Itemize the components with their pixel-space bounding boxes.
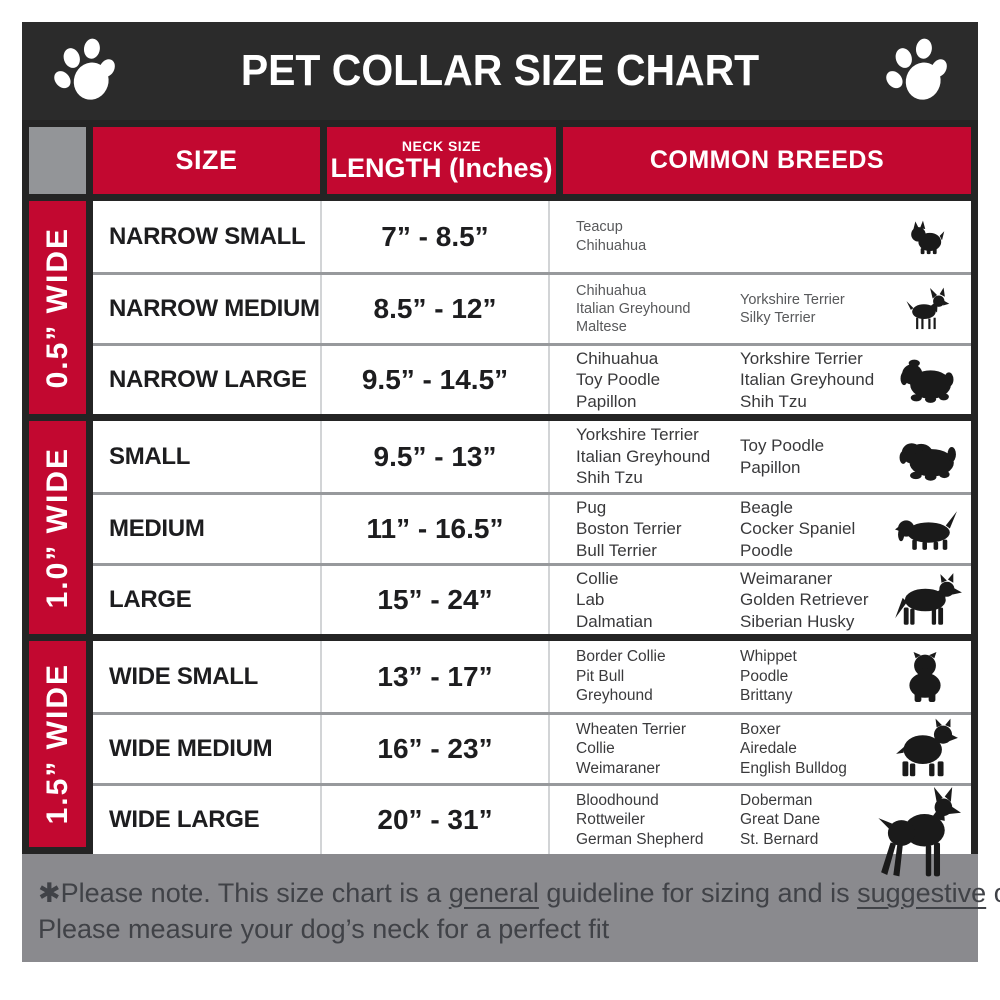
footnote-line-2: Please measure your dog’s neck for a per… [38,913,610,944]
size-cell: SMALL [109,442,191,470]
table-row: NARROW SMALL 7” - 8.5” Teacup Chihuahua [93,201,971,272]
german-shepherd-icon [893,573,963,628]
length-inches-label: LENGTH (Inches) [330,152,553,183]
column-header-neck-size: NECK SIZE LENGTH (Inches) [327,127,556,194]
breeds-cell: Chihuahua Toy Poodle Papillon Yorkshire Te… [550,346,971,414]
paw-icon [880,35,952,107]
page-title: PET COLLAR SIZE CHART [240,46,760,95]
chihuahua-icon [903,286,951,332]
size-cell: NARROW SMALL [109,222,306,250]
width-group-1-0: 1.0” WIDE SMALL 9.5” - 13” Yorkshire Ter… [29,421,971,634]
breeds-col-2: Yorkshire Terrier Silky Terrier [740,291,845,326]
size-cell: WIDE SMALL [109,662,258,690]
footnote-line-1: ✱Please note. This size chart is a gener… [38,878,1000,908]
neck-size-cell: 8.5” - 12” [320,275,550,343]
breeds-cell: Pug Boston Terrier Bull Terrier Beagle Cock… [550,495,971,563]
breeds-col-2: Whippet Poodle Brittany [740,648,797,705]
size-cell: LARGE [109,586,192,613]
table-row: NARROW MEDIUM 8.5” - 12” Chihuahua Italia… [93,272,971,343]
table-row: WIDE LARGE 20” - 31” Bloodhound Rottweile… [93,783,971,854]
breeds-col-2: Toy Poodle Papillon [740,436,825,477]
neck-size-label: NECK SIZE [401,137,482,154]
yorkie-icon [907,219,945,255]
table-header-row: SIZE NECK SIZE LENGTH (Inches) COMMON BR… [29,127,971,194]
size-cell: NARROW LARGE [109,366,307,393]
width-group-1-5: 1.5” WIDE WIDE SMALL 13” - 17” Border Co… [29,641,971,854]
neck-size-cell: 9.5” - 14.5” [320,346,550,414]
column-header-common-breeds: COMMON BREEDS [563,127,971,194]
width-group-label: 1.5” WIDE [29,641,86,854]
size-cell: WIDE MEDIUM [109,735,273,762]
breeds-cell: Chihuahua Italian Greyhound Maltese Yorksh… [550,275,971,343]
width-group-label: 0.5” WIDE [29,201,86,414]
breeds-col-2: Doberman Great Dane St. Bernard [740,791,821,848]
width-group-0-5: 0.5” WIDE NARROW SMALL 7” - 8.5” Teacup C… [29,201,971,414]
breeds-col-2: Weimaraner Golden Retriever Siberian Husky [740,568,869,631]
breeds-cell: Teacup Chihuahua [550,201,971,272]
breeds-col-1: Collie Lab Dalmatian [576,568,653,631]
breeds-col-1: Wheaten Terrier Collie Weimaraner [576,720,686,777]
neck-size-cell: 13” - 17” [320,641,550,712]
table-row: WIDE SMALL 13” - 17” Border Collie Pit Bu… [93,641,971,712]
bulldog-icon [899,650,951,703]
table-row: MEDIUM 11” - 16.5” Pug Boston Terrier Bull… [93,492,971,563]
table-row: WIDE MEDIUM 16” - 23” Wheaten Terrier Col… [93,712,971,783]
breeds-col-2: Beagle Cocker Spaniel Poodle [740,497,856,560]
neck-size-cell: 16” - 23” [320,715,550,783]
breeds-col-1: Yorkshire Terrier Italian Greyhound Shih T… [576,425,711,488]
column-header-size: SIZE [93,127,320,194]
table-row: NARROW LARGE 9.5” - 14.5” Chihuahua Toy P… [93,343,971,414]
size-cell: WIDE LARGE [109,806,260,833]
neck-size-cell: 9.5” - 13” [320,421,550,492]
breeds-col-2: Yorkshire Terrier Italian Greyhound Shih T… [740,348,875,411]
table-row: LARGE 15” - 24” Collie Lab Dalmatian Weima… [93,563,971,634]
corner-cell [29,127,86,194]
breeds-cell: Yorkshire Terrier Italian Greyhound Shih T… [550,421,971,492]
neck-size-cell: 20” - 31” [320,786,550,854]
breeds-col-1: Chihuahua Italian Greyhound Maltese [576,282,691,336]
breeds-col-1: Border Collie Pit Bull Greyhound [576,648,666,705]
size-chart-table: SIZE NECK SIZE LENGTH (Inches) COMMON BR… [22,120,978,854]
pekingese-icon [899,433,957,481]
paw-icon [48,35,120,107]
breeds-cell: Wheaten Terrier Collie Weimaraner Boxer Air… [550,715,971,783]
breeds-cell: Collie Lab Dalmatian Weimaraner Golden Retr… [550,566,971,634]
breeds-col-1: Teacup Chihuahua [576,219,647,254]
title-bar: PET COLLAR SIZE CHART [22,22,978,120]
doberman-icon [873,783,961,883]
size-cell: MEDIUM [109,515,205,542]
breeds-col-1: Bloodhound Rottweiler German Shepherd [576,791,704,848]
pitbull-icon [895,713,959,783]
size-cell: NARROW MEDIUM [109,295,320,322]
breeds-col-2: Boxer Airedale English Bulldog [740,720,847,777]
breeds-cell: Bloodhound Rottweiler German Shepherd Dobe… [550,786,971,854]
neck-size-cell: 7” - 8.5” [320,201,550,272]
neck-size-cell: 15” - 24” [320,566,550,634]
footnote: ✱Please note. This size chart is a gener… [22,854,1000,962]
table-row: SMALL 9.5” - 13” Yorkshire Terrier Italia… [93,421,971,492]
neck-size-cell: 11” - 16.5” [320,495,550,563]
shih-tzu-icon [899,357,955,404]
beagle-icon [895,506,961,552]
breeds-col-1: Chihuahua Toy Poodle Papillon [576,348,661,411]
breeds-cell: Border Collie Pit Bull Greyhound Whippet Po… [550,641,971,712]
width-group-label: 1.0” WIDE [29,421,86,634]
breeds-col-1: Pug Boston Terrier Bull Terrier [576,497,682,560]
